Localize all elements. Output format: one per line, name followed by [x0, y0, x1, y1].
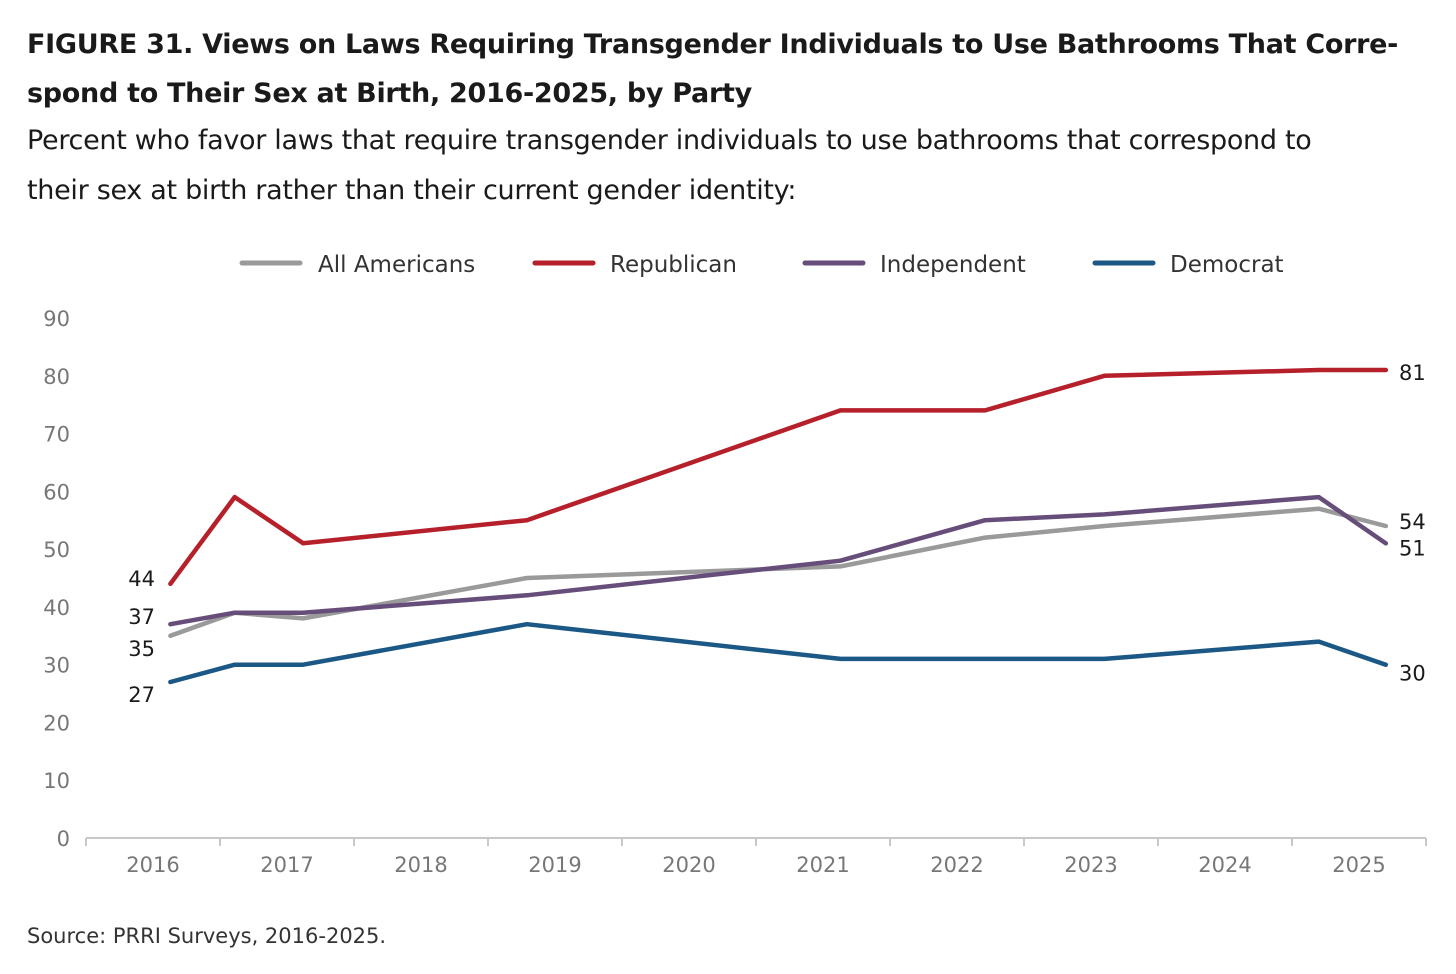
x-tick-label: 2018: [394, 853, 447, 877]
y-tick-label: 20: [43, 711, 70, 735]
data-point: [168, 622, 173, 627]
data-point: [983, 518, 988, 523]
data-point: [524, 576, 529, 580]
y-tick-label: 80: [43, 365, 70, 389]
data-point: [1316, 495, 1321, 500]
x-tick-label: 2017: [260, 853, 313, 877]
data-point: [1102, 524, 1107, 528]
data-point: [838, 564, 843, 569]
data-label-start: 37: [128, 605, 155, 629]
chart-subtitle: Percent who favor laws that require tran…: [27, 116, 1447, 216]
legend-label: Republican: [610, 252, 737, 278]
data-point: [301, 662, 306, 667]
data-point: [838, 408, 843, 413]
data-point: [301, 610, 306, 615]
data-label-start: 44: [128, 567, 155, 591]
y-tick-label: 70: [43, 423, 70, 447]
data-point: [1102, 656, 1107, 661]
y-tick-label: 30: [43, 654, 70, 678]
data-point: [168, 581, 173, 586]
title-line-2: spond to Their Sex at Birth, 2016-2025, …: [27, 78, 752, 109]
x-tick-label: 2024: [1198, 853, 1251, 877]
source-note: Source: PRRI Surveys, 2016-2025.: [27, 924, 387, 948]
data-point: [1383, 524, 1388, 528]
legend-label: Democrat: [1170, 252, 1284, 278]
data-point: [232, 495, 237, 500]
chart-title: FIGURE 31. Views on Laws Requiring Trans…: [27, 20, 1447, 118]
x-tick-label: 2019: [528, 853, 581, 877]
data-point: [301, 616, 306, 621]
series-line-democrat: [168, 621, 1389, 685]
data-label-end: 81: [1399, 361, 1426, 385]
y-tick-label: 40: [43, 596, 70, 620]
data-point: [983, 535, 988, 540]
data-label-start: 35: [128, 637, 155, 661]
legend-label: Independent: [880, 252, 1026, 278]
y-tick-label: 10: [43, 769, 70, 793]
x-tick-label: 2023: [1064, 853, 1117, 877]
data-point: [1316, 368, 1321, 372]
x-tick-label: 2022: [930, 853, 983, 877]
data-point: [1102, 373, 1107, 378]
subtitle-line-1: Percent who favor laws that require tran…: [27, 125, 1312, 156]
data-point: [524, 593, 529, 598]
data-point: [1102, 512, 1107, 517]
data-point: [1383, 662, 1388, 667]
x-tick-label: 2016: [126, 853, 179, 877]
data-point: [1316, 639, 1321, 644]
data-point: [1383, 541, 1388, 546]
x-tick-label: 2020: [662, 853, 715, 877]
data-point: [1383, 368, 1388, 372]
data-point: [232, 662, 237, 667]
data-point: [168, 680, 173, 684]
data-label-end: 54: [1399, 510, 1426, 534]
data-point: [168, 633, 173, 638]
data-point: [524, 518, 529, 523]
data-label-start: 27: [128, 683, 155, 707]
data-point: [301, 541, 306, 546]
y-tick-label: 50: [43, 538, 70, 562]
data-point: [232, 610, 237, 615]
series-line-republican: [168, 367, 1389, 587]
legend-label: All Americans: [318, 252, 475, 278]
data-point: [983, 656, 988, 661]
y-tick-label: 0: [57, 827, 70, 851]
data-point: [1316, 506, 1321, 511]
data-label-end: 51: [1399, 536, 1426, 560]
series-line-all-americans: [168, 506, 1389, 639]
data-point: [838, 558, 843, 563]
x-tick-label: 2021: [796, 853, 849, 877]
data-point: [983, 408, 988, 413]
y-tick-label: 90: [43, 307, 70, 331]
title-line-1: FIGURE 31. Views on Laws Requiring Trans…: [27, 29, 1399, 60]
data-point: [524, 622, 529, 627]
data-point: [838, 656, 843, 661]
x-tick-label: 2025: [1332, 853, 1385, 877]
data-label-end: 30: [1399, 662, 1426, 686]
subtitle-line-2: their sex at birth rather than their cur…: [27, 175, 797, 206]
y-tick-label: 60: [43, 480, 70, 504]
